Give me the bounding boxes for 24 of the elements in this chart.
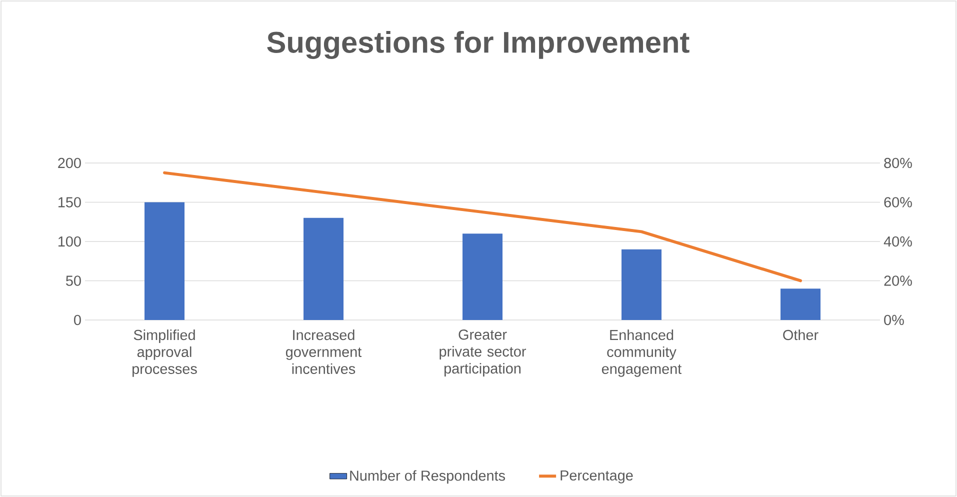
chart-title: Suggestions for Improvement <box>267 30 690 59</box>
x-tick-label: Greater private sector participation <box>440 330 526 376</box>
x-tick-label: Increased government incentives <box>286 330 362 374</box>
y-tick-label: 150 <box>58 197 81 208</box>
y-tick-label: 100 <box>58 236 81 247</box>
y2-tick-label: 0% <box>884 314 904 326</box>
y2-tick-label: 20% <box>884 276 912 286</box>
y2-tick-label: 40% <box>884 236 912 247</box>
legend-label: Number of Respondents <box>350 470 506 484</box>
x-tick-label: Simplified approval processes <box>132 330 197 377</box>
bar <box>462 234 503 320</box>
bar <box>622 249 662 320</box>
y-tick-label: 0 <box>74 314 81 326</box>
legend-label: Percentage <box>560 470 633 484</box>
y2-tick-label: 80% <box>884 158 912 168</box>
line-series <box>163 171 802 282</box>
y-tick-label: 50 <box>66 276 81 286</box>
bar <box>780 288 821 320</box>
x-tick-label: Enhanced community engagement <box>602 330 682 377</box>
x-tick-label: Other <box>783 330 818 340</box>
y-tick-label: 200 <box>58 158 81 168</box>
bar <box>304 218 344 320</box>
bar <box>144 202 185 320</box>
y2-tick-label: 60% <box>884 197 912 208</box>
